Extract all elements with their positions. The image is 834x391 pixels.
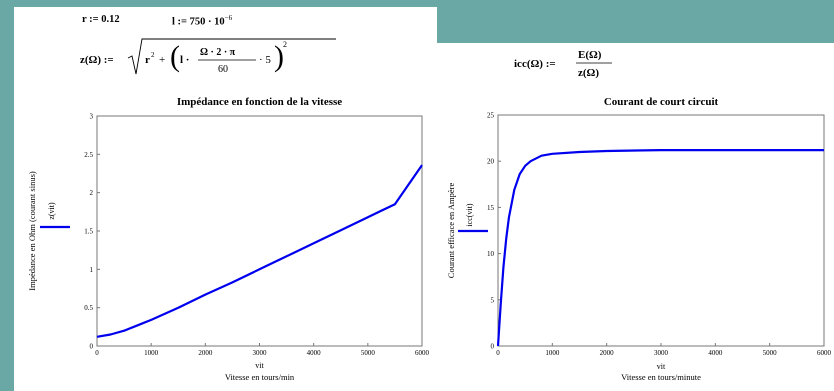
x-tick-label: 5000 [361, 349, 376, 357]
icc-formula-numerator: E(Ω) [578, 49, 602, 61]
l-definition-text: l := 750 · 10 [172, 16, 225, 28]
right-paren: ) [274, 40, 284, 73]
right-worksheet-panel [437, 43, 834, 391]
y-tick-label: 0.5 [84, 304, 93, 312]
x-tick-label: 6000 [415, 349, 430, 357]
y-tick-label: 2.5 [84, 151, 93, 159]
left-worksheet-panel [14, 7, 437, 391]
z-formula-lhs: z(Ω) := [80, 54, 114, 66]
x-tick-label: 2000 [198, 349, 213, 357]
x-tick-label: 4000 [307, 349, 322, 357]
icc-formula-lhs: icc(Ω) := [514, 58, 556, 70]
x-tick-label: 4000 [708, 349, 723, 357]
impedance-chart: Impédance en fonction de la vitesse 0 1000… [27, 96, 430, 382]
z-formula-l: l · [180, 54, 189, 66]
z-formula-numerator: Ω · 2 · π [200, 47, 236, 58]
x-tick-label: 0 [496, 349, 500, 357]
series-line-0 [96, 164, 423, 338]
x-tick-label: 5000 [763, 349, 778, 357]
chart-title: Impédance en fonction de la vitesse [177, 96, 342, 108]
y-tick-label: 1 [90, 266, 94, 274]
series-line-0 [496, 148, 824, 347]
icc-formula: icc(Ω) := E(Ω) z(Ω) [514, 49, 612, 79]
y-tick-label: 0 [90, 343, 94, 351]
x-tick-label: 3000 [654, 349, 669, 357]
z-formula-denominator: 60 [218, 64, 228, 75]
y-tick-label: 20 [487, 158, 495, 166]
y-axis-label: Courant efficace en Ampère [446, 183, 456, 279]
y-tick-label: 1.5 [84, 228, 93, 236]
y-tick-label: 10 [487, 250, 495, 258]
x-tick-label: 0 [95, 349, 99, 357]
x-axis-variable: vit [657, 362, 666, 371]
z-formula: z(Ω) := r 2 + ( l · Ω · 2 · π 60 · 5 ) 2 [80, 38, 336, 75]
legend-label: z(vit) [47, 202, 56, 220]
chart-title: Courant de court circuit [604, 96, 719, 108]
x-axis-variable: vit [255, 361, 264, 370]
x-tick-label: 1000 [545, 349, 560, 357]
z-formula-power: 2 [283, 40, 287, 49]
x-tick-label: 6000 [817, 349, 832, 357]
x-axis-label: Vitesse en tours/minute [621, 372, 701, 382]
z-formula-plus: + [159, 54, 165, 66]
y-axis-label: Impédance en Ohm (courant sinus) [27, 171, 37, 291]
left-paren: ( [170, 40, 180, 73]
y-tick-label: 25 [487, 112, 495, 120]
radical-sign [127, 38, 336, 75]
y-tick-label: 5 [491, 296, 495, 304]
z-formula-r-square: 2 [151, 51, 155, 59]
z-formula-r: r [145, 54, 150, 66]
icc-formula-denominator: z(Ω) [578, 67, 599, 79]
x-tick-label: 2000 [600, 349, 615, 357]
r-definition-text: r := 0.12 [82, 14, 120, 25]
z-formula-times5: · 5 [259, 54, 271, 66]
x-tick-label: 1000 [144, 349, 159, 357]
r-definition: r := 0.12 [82, 14, 120, 25]
l-exponent: −6 [224, 14, 233, 22]
legend-label: icc(vit) [465, 203, 474, 226]
y-tick-label: 3 [90, 113, 94, 121]
l-definition: l := 750 · 10−6 [172, 14, 232, 28]
x-tick-label: 3000 [253, 349, 268, 357]
plot-frame [96, 115, 423, 347]
y-tick-label: 0 [491, 343, 495, 351]
y-tick-label: 15 [487, 204, 495, 212]
y-tick-label: 2 [90, 189, 94, 197]
x-axis-label: Vitesse en tours/min [225, 372, 295, 382]
short-circuit-current-chart: Courant de court circuit 0 1000 2000 3000 400… [446, 96, 832, 382]
